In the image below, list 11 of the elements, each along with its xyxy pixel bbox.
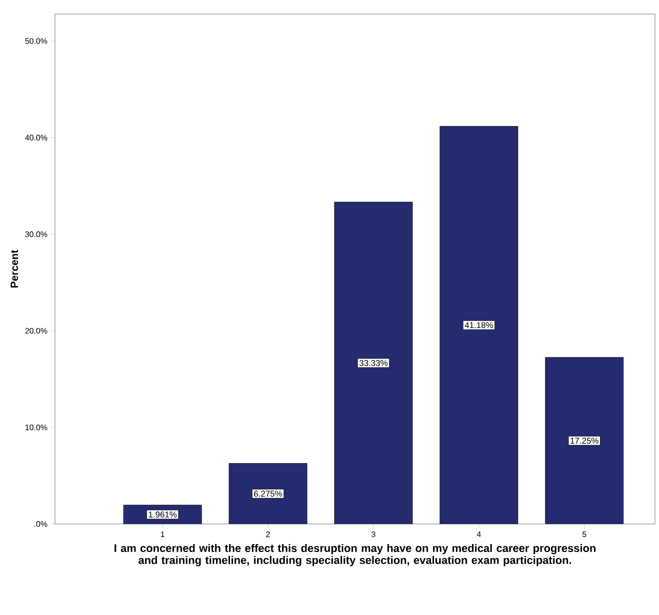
bar xyxy=(545,357,624,524)
bar xyxy=(440,126,518,524)
bar xyxy=(228,463,308,524)
data-label: 6.275% xyxy=(254,490,282,497)
data-label: 41.18% xyxy=(464,322,493,328)
bar xyxy=(334,202,413,524)
data-label: 17.25% xyxy=(570,438,598,444)
data-label: 33.33% xyxy=(359,360,388,366)
y-axis-title: Percent xyxy=(10,250,18,288)
data-label: 1.961% xyxy=(148,512,177,518)
x-axis-title: I am concerned with the effect this desruption may have on my medical career progression and training timeline, including speciality selection, evaluation exam participation. xyxy=(114,544,596,566)
